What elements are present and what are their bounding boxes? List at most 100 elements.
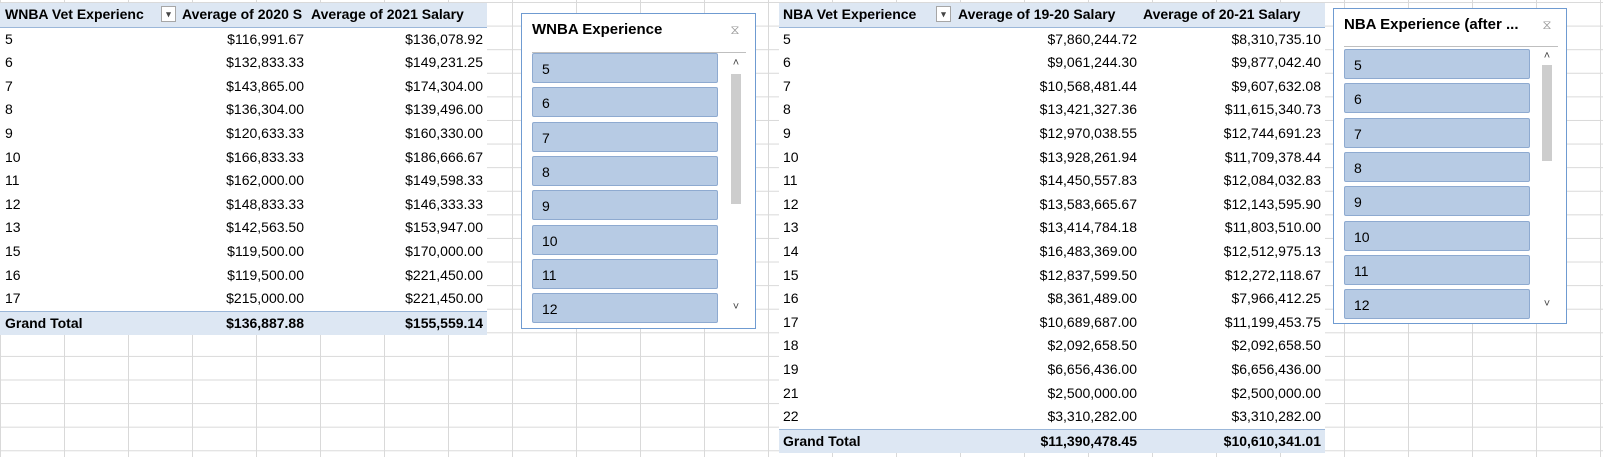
row-label-cell[interactable]: 16: [783, 290, 799, 307]
row-label-cell[interactable]: 10: [783, 148, 799, 165]
value-cell-20-21[interactable]: $11,615,340.73: [1224, 101, 1321, 118]
slicer-item-button[interactable]: 10: [1344, 220, 1530, 251]
clear-filter-icon[interactable]: ⧖: [730, 22, 740, 37]
row-label-cell[interactable]: 22: [783, 408, 799, 425]
row-label-cell[interactable]: 19: [783, 360, 799, 377]
row-label-cell[interactable]: 7: [783, 77, 791, 94]
value-cell-20-21[interactable]: $2,092,658.50: [1231, 337, 1321, 354]
row-label-cell[interactable]: 6: [783, 54, 791, 71]
value-cell-2020[interactable]: $120,633.33: [226, 124, 304, 141]
value-cell-20-21[interactable]: $2,500,000.00: [1231, 384, 1321, 401]
row-label-header[interactable]: NBA Vet Experience: [783, 6, 917, 22]
slicer-item-button[interactable]: 8: [1344, 151, 1530, 182]
value-cell-19-20[interactable]: $13,421,327.36: [1039, 101, 1137, 118]
value-cell-19-20[interactable]: $13,583,665.67: [1039, 195, 1137, 212]
row-label-cell[interactable]: 6: [5, 54, 13, 71]
value-cell-2021[interactable]: $221,450.00: [405, 266, 483, 283]
slicer-item-button[interactable]: 11: [532, 258, 718, 289]
value-cell-2021[interactable]: $174,304.00: [405, 77, 483, 94]
grand-total-2020[interactable]: $136,887.88: [226, 314, 304, 331]
slicer-item-button[interactable]: 7: [532, 121, 718, 152]
row-label-cell[interactable]: 7: [5, 77, 13, 94]
value-cell-2020[interactable]: $132,833.33: [226, 54, 304, 71]
value-cell-20-21[interactable]: $3,310,282.00: [1231, 408, 1321, 425]
value-cell-2020[interactable]: $166,833.33: [226, 148, 304, 165]
row-label-cell[interactable]: 5: [783, 30, 791, 47]
value-cell-20-21[interactable]: $12,084,032.83: [1223, 172, 1321, 189]
value-cell-19-20[interactable]: $6,656,436.00: [1047, 360, 1137, 377]
value-cell-2021[interactable]: $221,450.00: [405, 290, 483, 307]
grand-total-2021[interactable]: $155,559.14: [405, 314, 483, 331]
value-cell-20-21[interactable]: $9,877,042.40: [1231, 54, 1321, 71]
slicer-item-button[interactable]: 6: [532, 87, 718, 118]
value-cell-2021[interactable]: $153,947.00: [405, 219, 483, 236]
value-cell-2020[interactable]: $142,563.50: [226, 219, 304, 236]
value-cell-19-20[interactable]: $3,310,282.00: [1047, 408, 1137, 425]
value-cell-2021[interactable]: $186,666.67: [405, 148, 483, 165]
row-label-cell[interactable]: 8: [783, 101, 791, 118]
slicer-item-button[interactable]: 5: [532, 53, 718, 83]
slicer-item-button[interactable]: 10: [532, 224, 718, 255]
scrollbar-thumb[interactable]: [731, 74, 741, 204]
row-label-cell[interactable]: 10: [5, 148, 21, 165]
row-label-cell[interactable]: 9: [783, 124, 791, 141]
value-cell-19-20[interactable]: $9,061,244.30: [1047, 54, 1137, 71]
value-cell-19-20[interactable]: $10,689,687.00: [1039, 313, 1137, 330]
scroll-up-icon[interactable]: ˄: [1543, 50, 1551, 62]
value-cell-2020[interactable]: $143,865.00: [226, 77, 304, 94]
row-label-cell[interactable]: 17: [5, 290, 21, 307]
slicer-item-button[interactable]: 9: [1344, 186, 1530, 217]
value-cell-19-20[interactable]: $16,483,369.00: [1039, 242, 1137, 259]
value-cell-20-21[interactable]: $12,744,691.23: [1223, 124, 1321, 141]
value-cell-19-20[interactable]: $12,970,038.55: [1039, 124, 1137, 141]
value-cell-2021[interactable]: $160,330.00: [405, 124, 483, 141]
grand-total-label[interactable]: Grand Total: [5, 314, 83, 331]
slicer-item-button[interactable]: 12: [1344, 289, 1530, 320]
row-label-cell[interactable]: 12: [783, 195, 799, 212]
value-cell-19-20[interactable]: $13,414,784.18: [1039, 219, 1137, 236]
value-cell-20-21[interactable]: $12,272,118.67: [1224, 266, 1321, 283]
value-cell-2020[interactable]: $119,500.00: [227, 242, 304, 259]
grand-total-19-20[interactable]: $11,390,478.45: [1040, 432, 1137, 449]
slicer-item-button[interactable]: 6: [1344, 83, 1530, 114]
grand-total-label[interactable]: Grand Total: [783, 432, 861, 449]
row-label-cell[interactable]: 18: [783, 337, 799, 354]
value-cell-19-20[interactable]: $13,928,261.94: [1039, 148, 1137, 165]
value-cell-19-20[interactable]: $8,361,489.00: [1047, 290, 1137, 307]
column-header-20-21[interactable]: Average of 20-21 Salary: [1143, 6, 1301, 22]
row-label-cell[interactable]: 8: [5, 101, 13, 118]
value-cell-2021[interactable]: $149,231.25: [405, 54, 483, 71]
row-label-cell[interactable]: 9: [5, 124, 13, 141]
row-label-cell[interactable]: 16: [5, 266, 21, 283]
value-cell-2021[interactable]: $136,078.92: [405, 30, 483, 47]
row-label-header[interactable]: WNBA Vet Experienc: [5, 6, 144, 22]
row-label-cell[interactable]: 15: [783, 266, 799, 283]
value-cell-2020[interactable]: $215,000.00: [226, 290, 304, 307]
value-cell-20-21[interactable]: $7,966,412.25: [1231, 290, 1321, 307]
row-label-cell[interactable]: 21: [783, 384, 799, 401]
clear-filter-icon[interactable]: ⧖: [1542, 17, 1552, 32]
slicer-item-button[interactable]: 8: [532, 155, 718, 186]
value-cell-19-20[interactable]: $2,092,658.50: [1047, 337, 1137, 354]
value-cell-2020[interactable]: $119,500.00: [227, 266, 304, 283]
value-cell-2021[interactable]: $170,000.00: [405, 242, 483, 259]
value-cell-2021[interactable]: $146,333.33: [405, 195, 483, 212]
value-cell-20-21[interactable]: $12,512,975.13: [1223, 242, 1321, 259]
slicer-scrollbar[interactable]: ˄ ˅: [727, 56, 745, 320]
value-cell-2021[interactable]: $149,598.33: [405, 172, 483, 189]
value-cell-2021[interactable]: $139,496.00: [405, 101, 483, 118]
value-cell-20-21[interactable]: $11,709,378.44: [1224, 148, 1321, 165]
value-cell-20-21[interactable]: $11,803,510.00: [1224, 219, 1321, 236]
value-cell-20-21[interactable]: $11,199,453.75: [1224, 313, 1321, 330]
value-cell-20-21[interactable]: $12,143,595.90: [1223, 195, 1321, 212]
grand-total-20-21[interactable]: $10,610,341.01: [1223, 432, 1321, 449]
value-cell-2020[interactable]: $136,304.00: [226, 101, 304, 118]
value-cell-19-20[interactable]: $14,450,557.83: [1039, 172, 1137, 189]
slicer-item-button[interactable]: 7: [1344, 117, 1530, 148]
wnba-experience-slicer[interactable]: WNBA Experience ⧖ 5 6 7 8 9 10 11 12 ˄ ˅: [521, 13, 756, 329]
value-cell-20-21[interactable]: $9,607,632.08: [1231, 77, 1321, 94]
column-header-2020[interactable]: Average of 2020 S: [182, 6, 303, 22]
nba-experience-slicer[interactable]: NBA Experience (after ... ⧖ 5 6 7 8 9 10 11 12 …: [1333, 8, 1567, 324]
scroll-up-icon[interactable]: ˄: [732, 57, 740, 69]
value-cell-20-21[interactable]: $6,656,436.00: [1231, 360, 1321, 377]
